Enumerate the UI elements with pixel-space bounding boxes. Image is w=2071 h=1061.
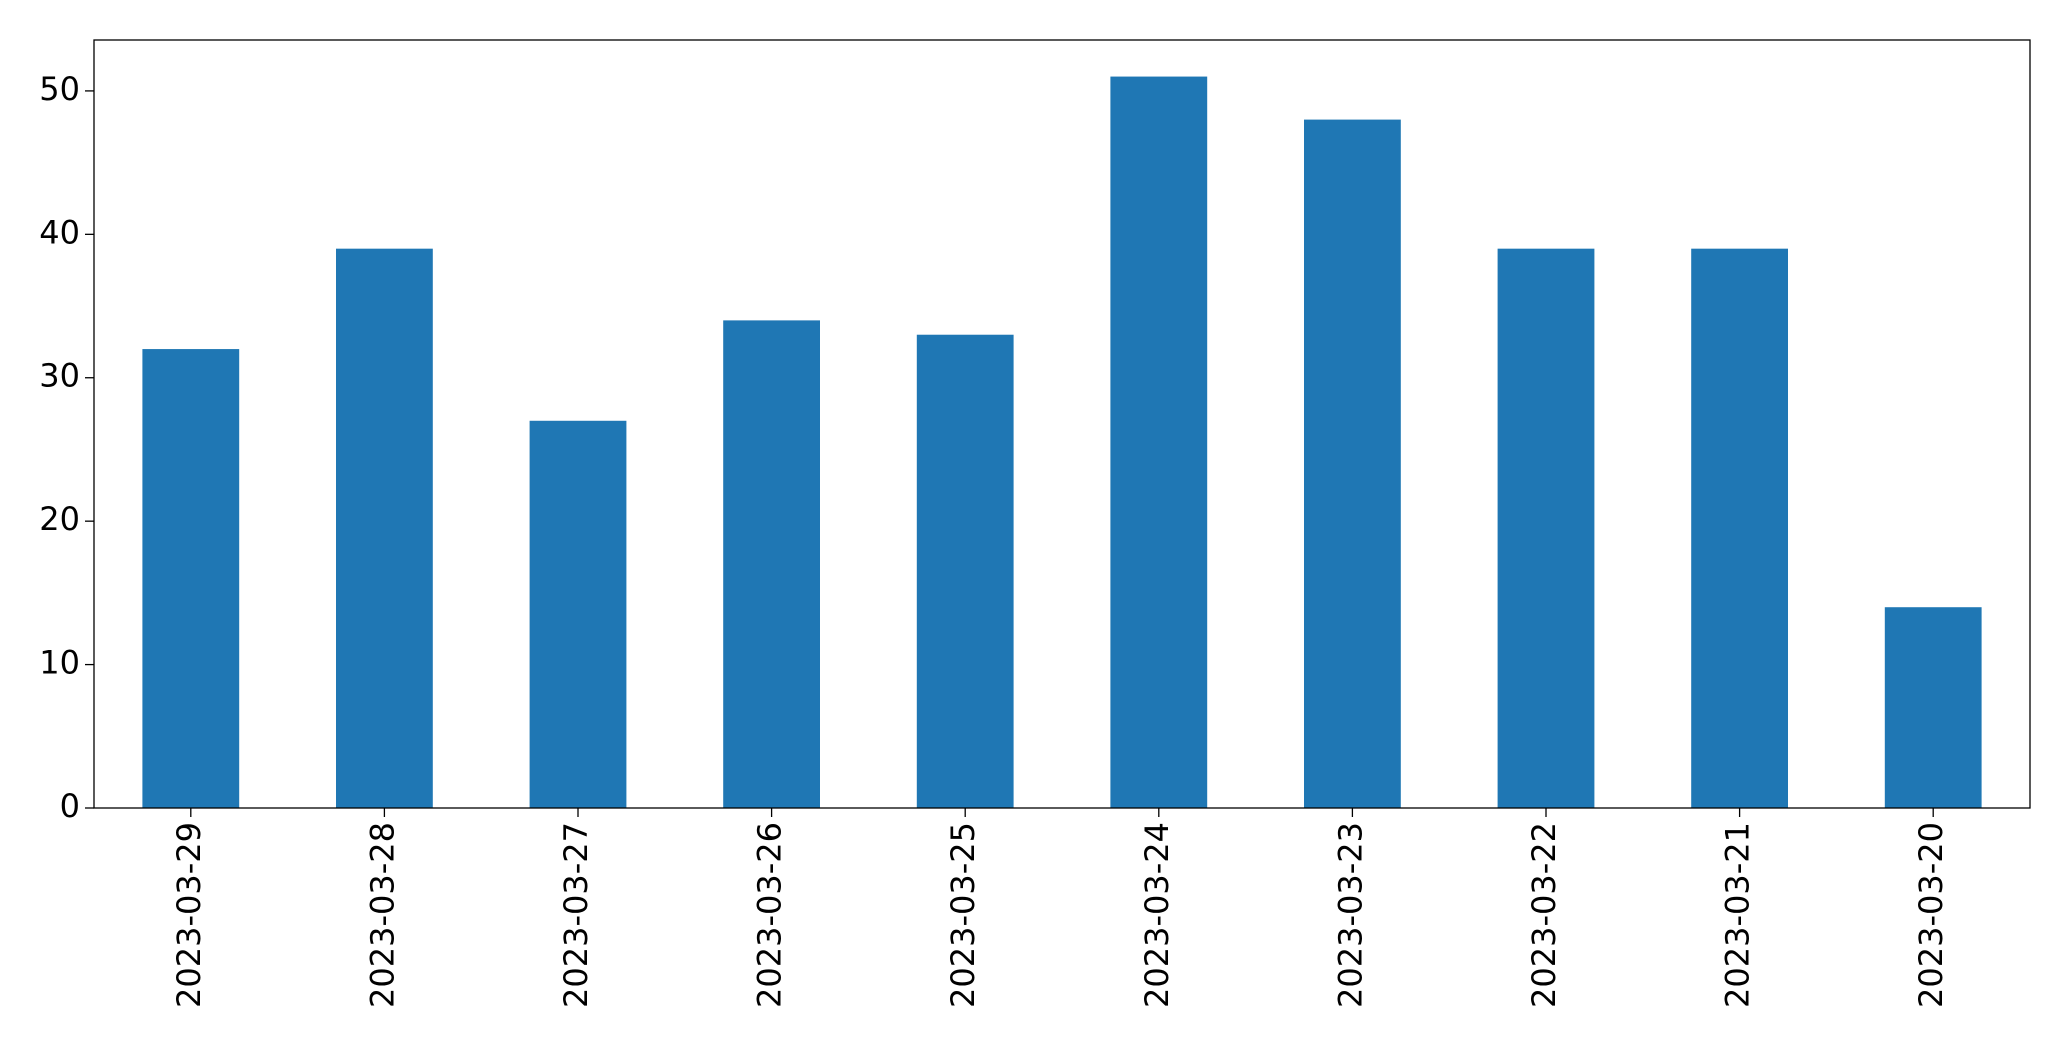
y-tick-label: 30	[39, 357, 80, 395]
x-tick-label: 2023-03-25	[944, 822, 982, 1008]
bar	[336, 248, 433, 809]
x-tick-label: 2023-03-22	[1525, 822, 1563, 1008]
x-tick-label: 2023-03-20	[1912, 822, 1950, 1008]
y-tick-label: 50	[39, 70, 80, 108]
bar	[1304, 119, 1401, 809]
x-tick-label: 2023-03-29	[170, 822, 208, 1008]
bar	[1497, 248, 1595, 809]
x-tick-label: 2023-03-28	[363, 822, 401, 1008]
bar	[1110, 76, 1208, 809]
y-tick-label: 10	[39, 644, 80, 682]
x-tick-label: 2023-03-21	[1719, 822, 1757, 1008]
bar	[1884, 607, 1982, 808]
bar	[529, 420, 627, 808]
bar	[1691, 248, 1788, 809]
plot-frame	[93, 39, 2031, 809]
bar	[723, 320, 820, 808]
y-tick-label: 20	[39, 500, 80, 538]
y-tick-label: 0	[60, 787, 80, 825]
x-tick-label: 2023-03-23	[1331, 822, 1369, 1008]
x-tick-label: 2023-03-27	[557, 822, 595, 1008]
bar	[142, 349, 240, 808]
y-tick-label: 40	[39, 213, 80, 251]
x-tick-label: 2023-03-24	[1138, 822, 1176, 1008]
bar	[916, 334, 1014, 808]
x-tick-label: 2023-03-26	[751, 822, 789, 1008]
